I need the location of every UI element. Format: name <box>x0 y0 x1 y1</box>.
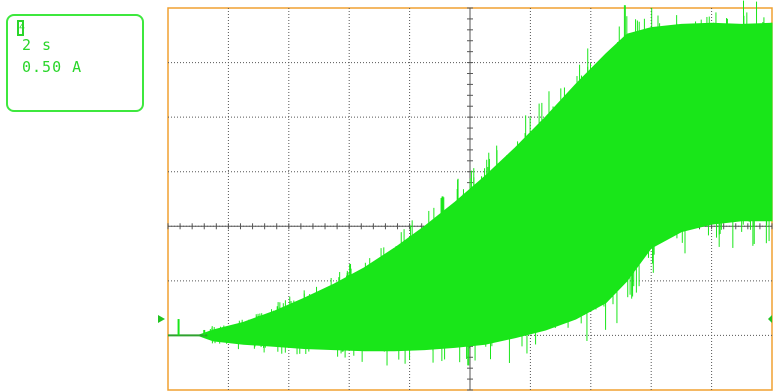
measurement-readout: 4 2 s 0.50 A <box>6 14 144 112</box>
ground-level-marker-right <box>768 315 772 324</box>
channel-marker: 4 <box>17 20 25 36</box>
ground-level-marker-left <box>158 315 165 324</box>
timebase-label: 2 s <box>22 36 53 54</box>
current-envelope-trace <box>168 22 773 352</box>
current-scale-label: 0.50 A <box>22 58 83 76</box>
